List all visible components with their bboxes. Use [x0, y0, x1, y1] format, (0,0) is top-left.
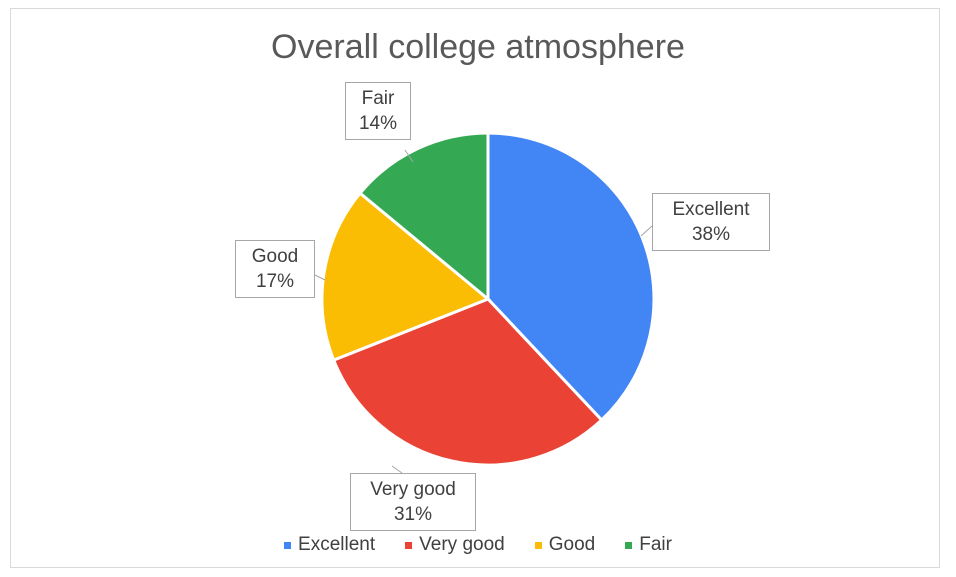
legend-swatch: [284, 541, 292, 549]
data-label-category: Very good: [370, 479, 456, 500]
data-label-category: Good: [251, 246, 299, 267]
data-label-very-good: Very good 31%: [350, 473, 476, 531]
chart-legend: Excellent Very good Good Fair: [0, 534, 956, 556]
legend-item-excellent: Excellent: [284, 534, 375, 556]
data-label-category: Fair: [361, 88, 395, 109]
data-label-excellent: Excellent 38%: [652, 193, 770, 251]
pie-slice-very-good: [331, 297, 604, 467]
data-label-value: 38%: [691, 224, 731, 245]
data-label-value: 31%: [393, 504, 433, 525]
legend-label: Good: [548, 534, 596, 555]
legend-swatch: [534, 541, 542, 549]
data-label-value: 14%: [358, 113, 398, 134]
legend-label: Fair: [639, 534, 672, 555]
pie-slice-good: [320, 191, 491, 363]
legend-label: Excellent: [298, 534, 376, 555]
data-label-good: Good 17%: [235, 240, 315, 298]
leader-line: [404, 149, 414, 163]
legend-label: Very good: [419, 534, 505, 555]
pie-slice-excellent: [486, 131, 656, 423]
legend-item-fair: Fair: [625, 534, 672, 556]
pie-slice-fair: [357, 131, 490, 303]
chart-title: Overall college atmosphere: [271, 28, 685, 66]
leader-line: [314, 274, 326, 281]
data-label-value: 17%: [255, 271, 295, 292]
data-label-category: Excellent: [672, 199, 750, 220]
data-label-fair: Fair 14%: [345, 82, 411, 140]
leader-line: [640, 225, 653, 237]
legend-item-good: Good: [534, 534, 596, 556]
legend-swatch: [405, 541, 413, 549]
legend-swatch: [625, 541, 633, 549]
legend-item-very-good: Very good: [405, 534, 505, 556]
leader-line: [391, 465, 403, 474]
